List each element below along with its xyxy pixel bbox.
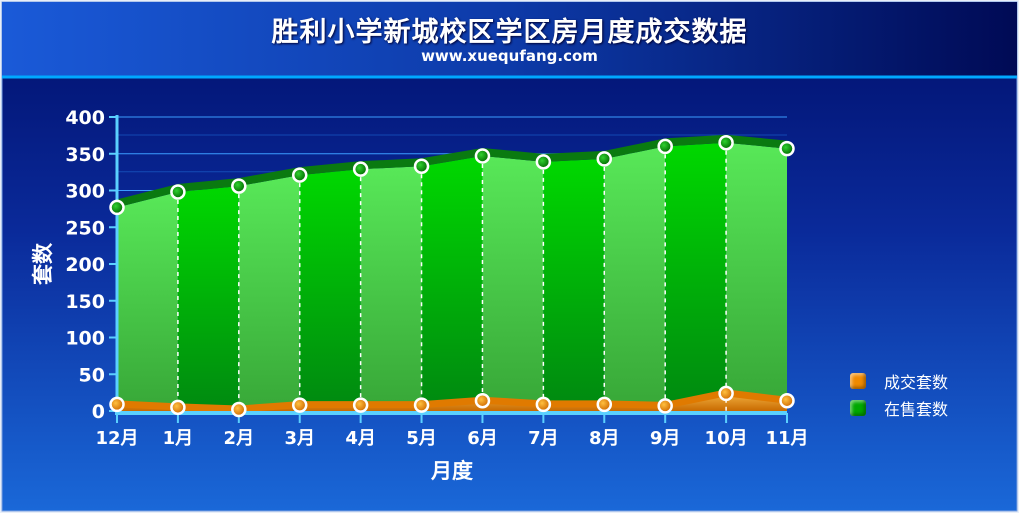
area-band-listings-9: [665, 142, 727, 406]
point-listings-1: [170, 184, 186, 200]
legend-item-listings: 在售套数: [850, 397, 948, 419]
point-listings-0: [109, 199, 125, 216]
legend-label-listings: 在售套数: [884, 400, 949, 419]
x-tick-label-5: 5月: [406, 428, 437, 449]
area-band-listings-10: [726, 142, 787, 401]
y-tick-label-2: 100: [65, 328, 105, 350]
y-tick-label-3: 150: [65, 291, 105, 313]
chart-subtitle: www.xuequfang.com: [421, 47, 598, 65]
point-listings-3: [291, 167, 308, 183]
x-tick-label-4: 4月: [345, 428, 376, 449]
point-listings-5: [413, 158, 430, 174]
point-deals-2: [231, 401, 247, 418]
y-tick-label-5: 250: [65, 217, 105, 239]
point-deals-5: [413, 397, 430, 413]
y-tick-label-6: 300: [65, 181, 105, 203]
legend-swatch-listings: [850, 400, 866, 416]
point-listings-6: [474, 148, 491, 164]
point-listings-9: [657, 138, 673, 155]
point-deals-11: [779, 392, 795, 409]
chart-title: 胜利小学新城校区学区房月度成交数据: [271, 17, 748, 48]
deals-ridge: [117, 389, 787, 413]
point-deals-8: [596, 396, 613, 413]
x-tick-label-10: 10月: [705, 428, 748, 449]
point-deals-9: [657, 398, 673, 414]
area-band-listings-3: [299, 169, 361, 406]
x-tick-label-11: 11月: [765, 428, 808, 449]
point-deals-0: [109, 396, 125, 413]
x-tick-label-1: 1月: [163, 428, 194, 449]
y-tick-label-1: 50: [79, 364, 105, 386]
x-tick-label-3: 3月: [284, 428, 315, 449]
point-deals-10: [718, 385, 734, 402]
point-listings-8: [596, 151, 613, 167]
area-band-listings-1: [177, 186, 239, 410]
area-band-listings-4: [360, 166, 422, 406]
point-listings-4: [352, 161, 369, 177]
y-tick-label-4: 200: [65, 254, 105, 276]
plot-area: 0 50 100 150 200 250 300 350 400 12月 1月 2月 3月 4月 5月 6月 7…: [31, 107, 809, 483]
legend-swatch-deals: [850, 373, 866, 389]
y-tick-label-7: 350: [65, 144, 105, 166]
y-tick-label-8: 400: [65, 107, 105, 129]
point-deals-6: [474, 392, 491, 409]
area-band-listings-8: [604, 146, 666, 406]
point-deals-4: [352, 397, 369, 413]
y-axis-title: 套数: [31, 242, 55, 285]
point-deals-1: [170, 399, 186, 416]
area-band-listings-2: [238, 175, 300, 410]
point-deals-3: [291, 397, 308, 413]
area-band-listings-6: [482, 155, 544, 405]
area-band-listings-0: [117, 191, 178, 408]
x-tick-label-2: 2月: [224, 428, 255, 449]
area-band-listings-5: [421, 155, 483, 406]
point-listings-11: [779, 140, 795, 157]
x-tick-label-7: 7月: [528, 428, 559, 449]
listings-ridge: [117, 134, 787, 208]
area-band-listings-7: [543, 158, 605, 405]
legend-label-deals: 成交套数: [884, 373, 949, 392]
legend-item-deals: 成交套数: [850, 370, 948, 392]
x-tick-label-6: 6月: [467, 428, 498, 449]
point-listings-10: [718, 134, 734, 151]
point-deals-7: [535, 396, 552, 413]
point-listings-2: [231, 178, 247, 194]
x-tick-label-8: 8月: [589, 428, 620, 449]
x-tick-label-9: 9月: [650, 428, 681, 449]
y-tick-label-0: 0: [92, 401, 105, 423]
x-axis-title: 月度: [430, 459, 473, 483]
x-tick-label-0: 12月: [95, 428, 138, 449]
point-listings-7: [535, 154, 552, 170]
